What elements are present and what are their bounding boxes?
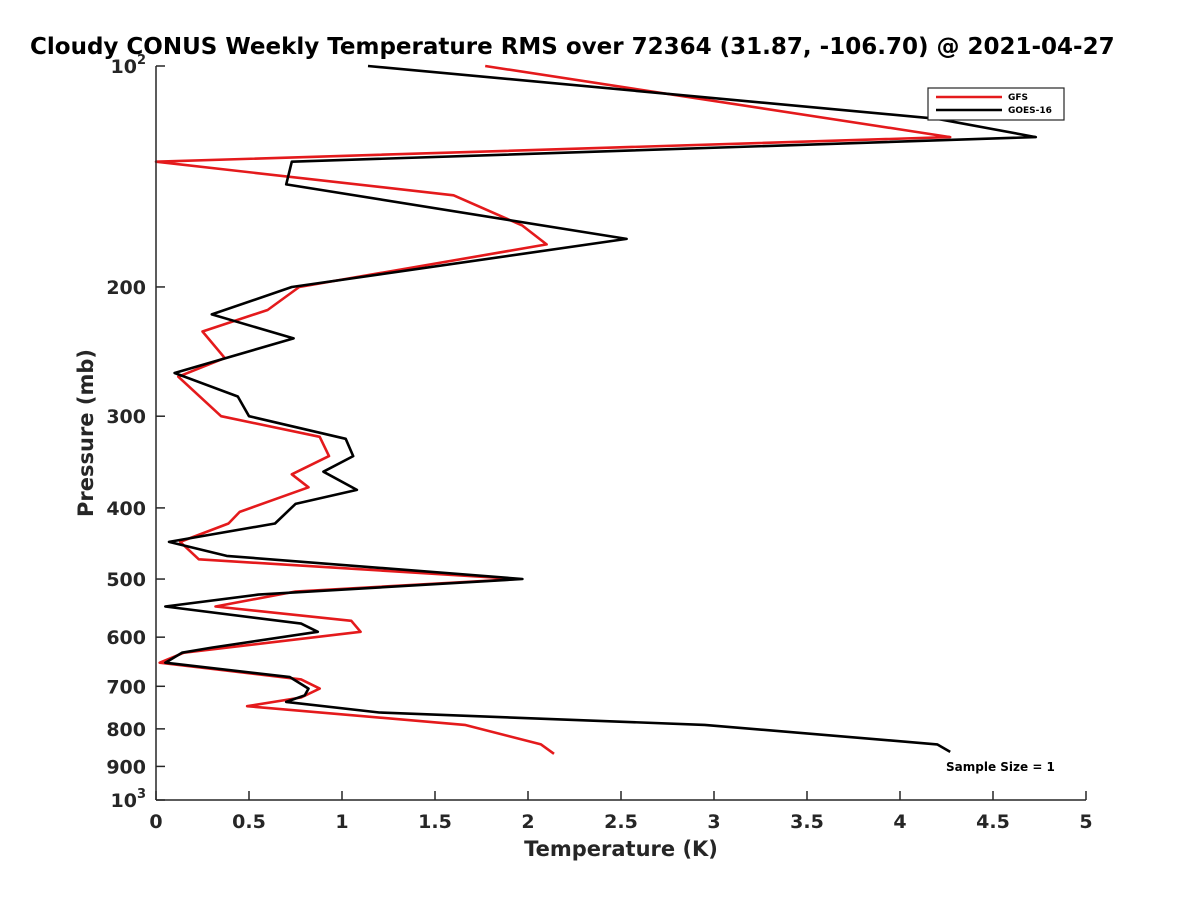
x-tick-label: 5 [1079,811,1092,833]
y-tick-label: 500 [106,569,146,591]
y-tick-label: 900 [106,756,146,778]
y-tick-label: 400 [106,498,146,520]
y-axis-title: Pressure (mb) [74,349,98,517]
x-tick-label: 1 [335,811,348,833]
x-tick-label: 4 [893,811,906,833]
x-tick-label: 3.5 [790,811,824,833]
y-ticks: 102 200 300 400 500 600 700 800 900 103 [106,53,165,812]
y-tick-label: 800 [106,719,146,741]
sample-size-annotation: Sample Size = 1 [946,760,1055,774]
plot-lines [154,64,1038,755]
y-tick-label: 102 [111,53,147,78]
legend-box [927,87,1065,121]
y-tick-label: 300 [106,406,146,428]
legend-label: GOES-16 [1008,106,1052,116]
legend-label: GFS [1008,93,1028,103]
x-tick-label: 4.5 [976,811,1010,833]
x-tick-label: 0 [149,811,162,833]
x-tick-label: 2 [521,811,534,833]
x-ticks: 0 0.5 1 1.5 2 2.5 3 3.5 4 4.5 5 [149,791,1093,833]
y-tick-label: 200 [106,277,146,299]
series-line-0 [154,64,952,755]
series-line-1 [164,64,1038,754]
legend: GFS GOES-16 [927,87,1065,121]
chart-title: Cloudy CONUS Weekly Temperature RMS over… [30,34,1115,60]
x-tick-label: 0.5 [232,811,266,833]
x-tick-label: 2.5 [604,811,638,833]
y-tick-label: 700 [106,676,146,698]
y-tick-label: 600 [106,627,146,649]
y-tick-label: 103 [111,787,147,812]
x-tick-label: 3 [707,811,720,833]
x-tick-label: 1.5 [418,811,452,833]
x-axis-title: Temperature (K) [524,837,718,861]
